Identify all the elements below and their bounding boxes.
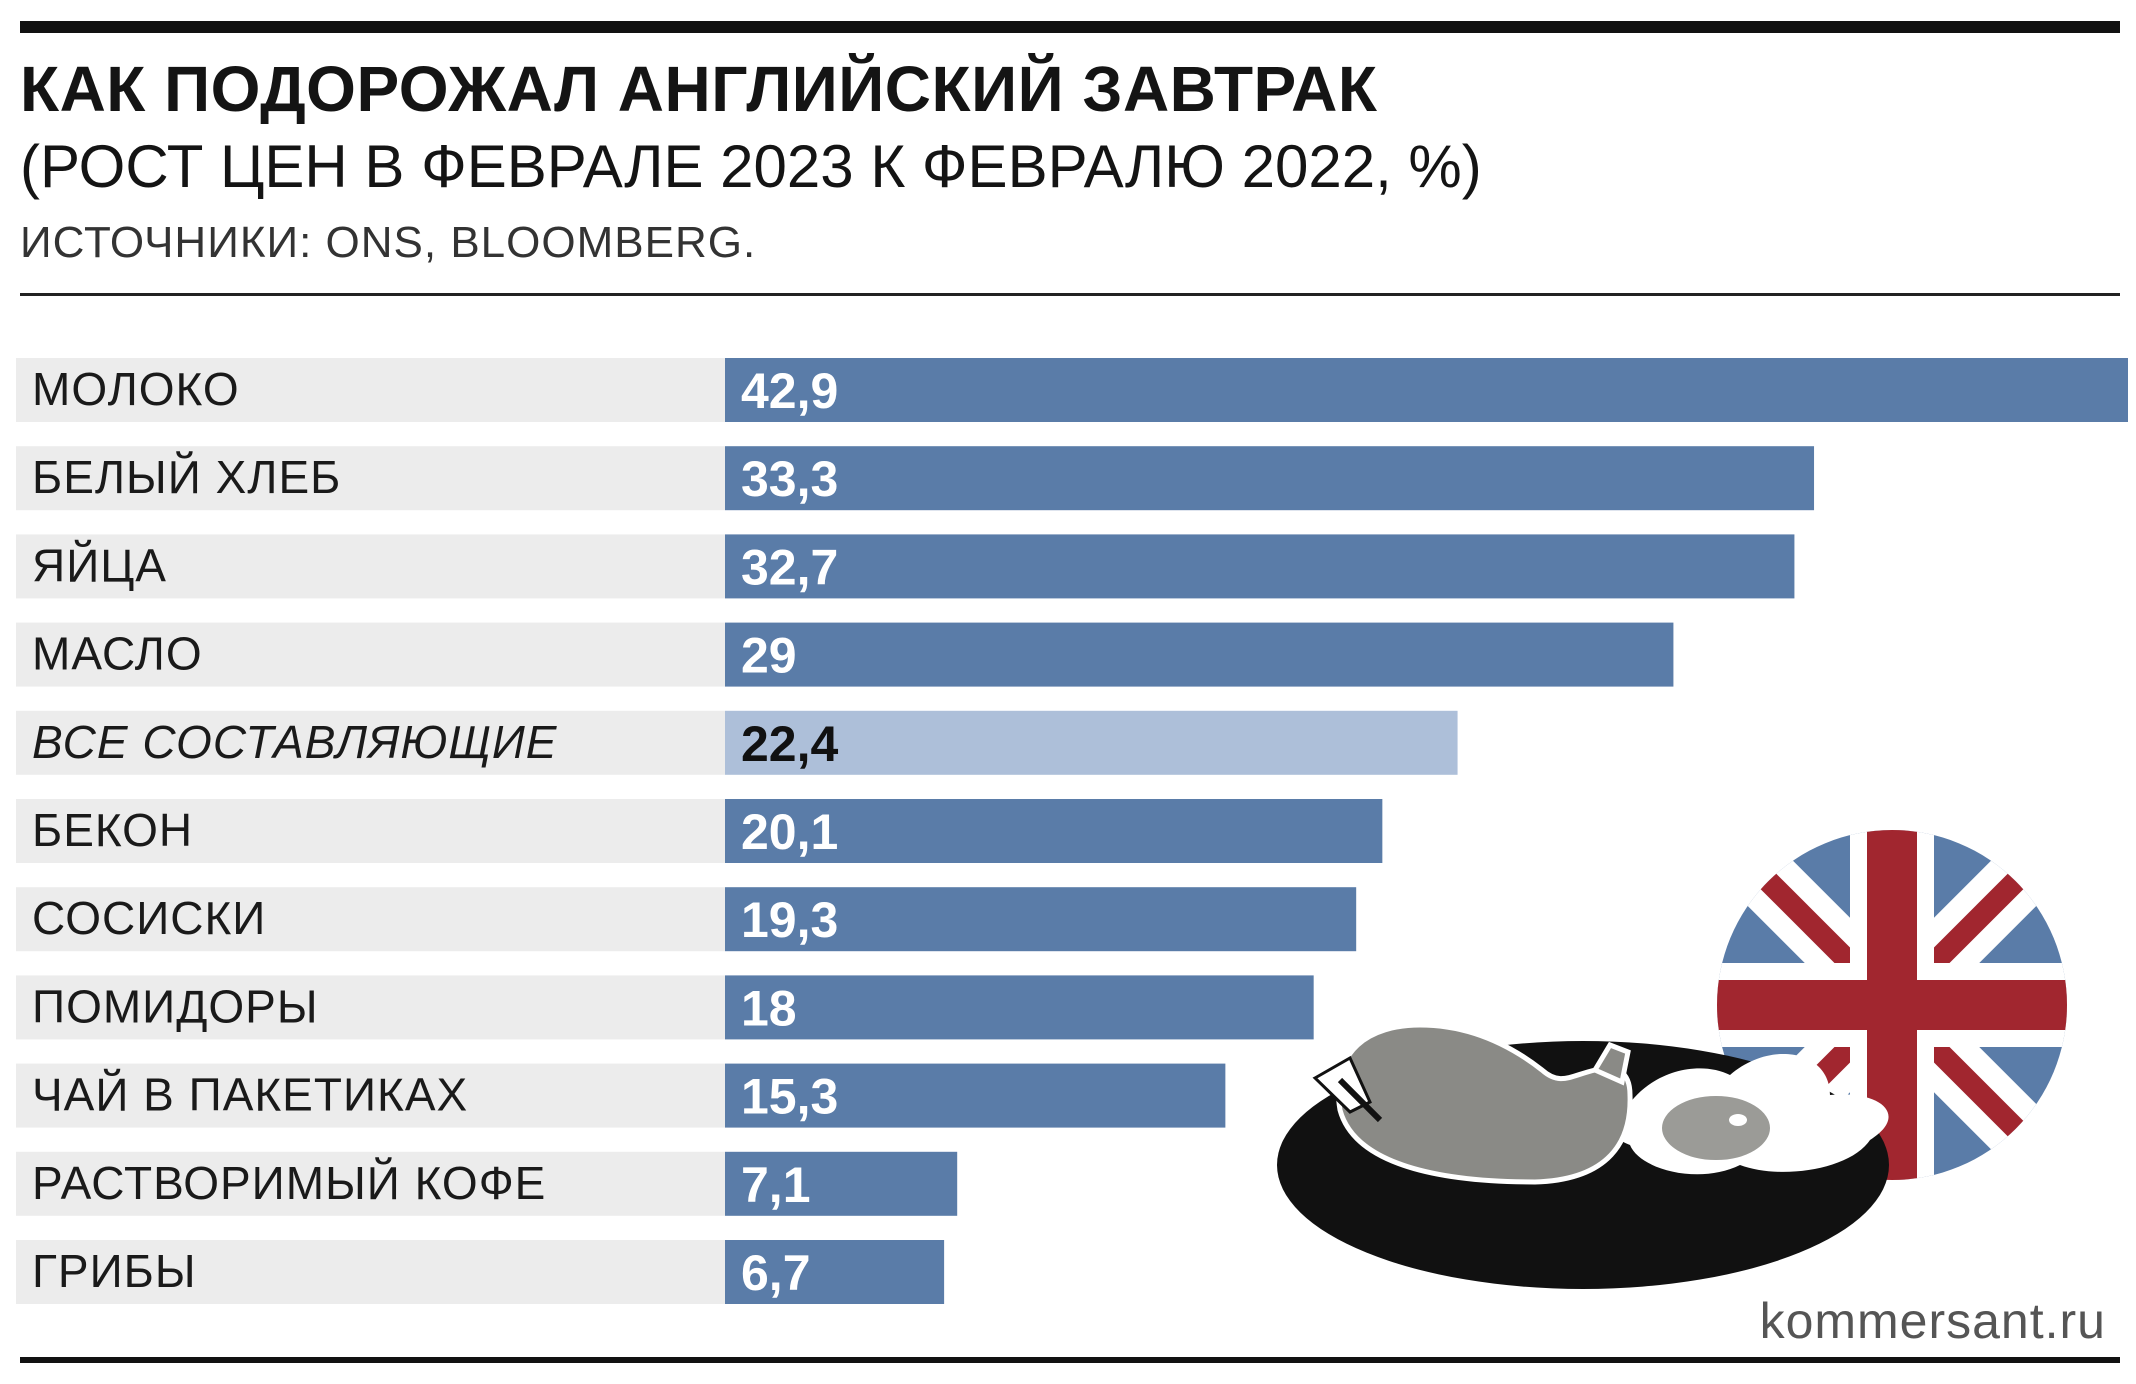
category-label: МОЛОКО bbox=[32, 363, 240, 415]
site-credit: kommersant.ru bbox=[1759, 1293, 2106, 1349]
bar bbox=[725, 710, 1458, 775]
row-band bbox=[16, 446, 725, 511]
value-label: 6,7 bbox=[741, 1245, 811, 1301]
value-label: 18 bbox=[741, 980, 797, 1036]
value-label: 29 bbox=[741, 628, 797, 684]
fork-tine bbox=[1337, 1077, 1383, 1123]
value-label: 15,3 bbox=[741, 1069, 838, 1125]
row-band bbox=[16, 622, 725, 687]
bar bbox=[725, 1240, 945, 1304]
value-label: 20,1 bbox=[741, 804, 838, 860]
chart-subtitle: (РОСТ ЦЕН В ФЕВРАЛЕ 2023 К ФЕВРАЛЮ 2022,… bbox=[20, 133, 1482, 200]
bar bbox=[725, 799, 1383, 863]
category-label: ПОМИДОРЫ bbox=[32, 980, 319, 1032]
row-band bbox=[16, 358, 725, 422]
value-label: 33,3 bbox=[741, 451, 838, 507]
value-label: 32,7 bbox=[741, 539, 838, 595]
category-label: РАСТВОРИМЫЙ КОФЕ bbox=[32, 1157, 546, 1209]
bar bbox=[725, 446, 1815, 511]
category-label: ВСЕ СОСТАВЛЯЮЩИЕ bbox=[32, 716, 558, 768]
bar bbox=[725, 1151, 958, 1216]
sausage-end bbox=[1591, 1041, 1631, 1086]
row-band bbox=[16, 1151, 725, 1216]
row-band bbox=[16, 1240, 725, 1304]
bottom-rule bbox=[20, 1357, 2120, 1363]
bar bbox=[725, 534, 1795, 599]
value-label: 22,4 bbox=[741, 716, 839, 772]
row-band bbox=[16, 534, 725, 599]
row-band bbox=[16, 887, 725, 952]
category-label: СОСИСКИ bbox=[32, 892, 266, 944]
chart-source: ИСТОЧНИКИ: ONS, BLOOMBERG. bbox=[20, 218, 757, 267]
value-label: 19,3 bbox=[741, 892, 838, 948]
egg-yolk bbox=[1658, 1092, 1774, 1164]
category-label: МАСЛО bbox=[32, 628, 203, 680]
chart-title: КАК ПОДОРОЖАЛ АНГЛИЙСКИЙ ЗАВТРАК bbox=[20, 53, 1378, 125]
egg-highlight bbox=[1729, 1114, 1747, 1126]
value-label: 7,1 bbox=[741, 1157, 811, 1213]
row-band bbox=[16, 799, 725, 863]
category-label: БЕКОН bbox=[32, 804, 193, 856]
row-band bbox=[16, 710, 725, 775]
row-band bbox=[16, 975, 725, 1040]
bar bbox=[725, 622, 1674, 687]
category-label: ЯЙЦА bbox=[32, 539, 167, 591]
category-label: БЕЛЫЙ ХЛЕБ bbox=[32, 451, 341, 503]
bar bbox=[725, 975, 1314, 1040]
breakfast-plate-icon bbox=[1277, 1022, 1889, 1289]
row-band bbox=[16, 1063, 725, 1128]
top-rule bbox=[20, 21, 2120, 33]
bar bbox=[725, 358, 2128, 422]
breakfast-illustration bbox=[1277, 830, 2067, 1289]
category-label: ЧАЙ В ПАКЕТИКАХ bbox=[32, 1069, 468, 1121]
bar bbox=[725, 1063, 1226, 1128]
bar bbox=[725, 887, 1357, 952]
value-label: 42,9 bbox=[741, 363, 838, 419]
category-label: ГРИБЫ bbox=[32, 1245, 197, 1297]
header-divider bbox=[20, 293, 2120, 296]
